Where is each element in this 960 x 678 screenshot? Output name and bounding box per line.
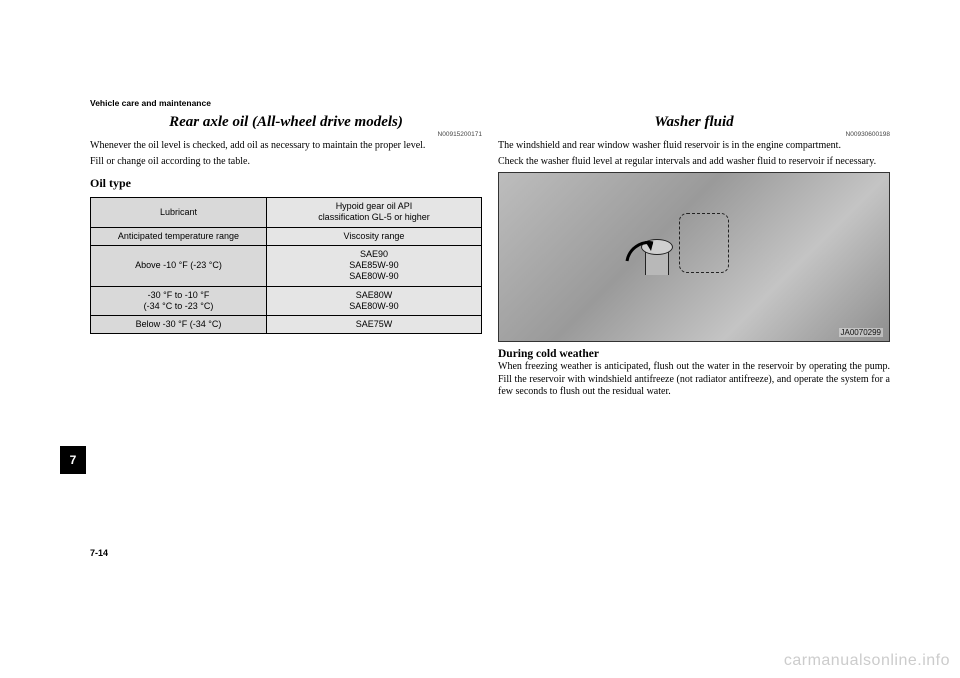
table-row: Above -10 °F (-23 °C) SAE90SAE85W-90SAE8… (91, 245, 482, 286)
cold-weather-heading: During cold weather (498, 348, 890, 360)
arrow-icon (619, 235, 663, 279)
table-cell: Anticipated temperature range (91, 227, 267, 245)
image-code: JA0070299 (839, 328, 883, 337)
right-para-3: When freezing weather is anticipated, fl… (498, 361, 890, 399)
right-column: Washer fluid N00930600198 The windshield… (498, 114, 890, 402)
table-cell: SAE80WSAE80W-90 (266, 286, 481, 316)
table-cell: Lubricant (91, 198, 267, 228)
oil-type-table: Lubricant Hypoid gear oil APIclassificat… (90, 197, 482, 334)
right-para-2: Check the washer fluid level at regular … (498, 156, 890, 169)
left-para-2: Fill or change oil according to the tabl… (90, 156, 482, 169)
table-cell: Viscosity range (266, 227, 481, 245)
doc-id-right: N00930600198 (498, 131, 890, 138)
table-row: Lubricant Hypoid gear oil APIclassificat… (91, 198, 482, 228)
left-para-1: Whenever the oil level is checked, add o… (90, 140, 482, 153)
table-cell: Hypoid gear oil APIclassification GL-5 o… (266, 198, 481, 228)
table-cell: Above -10 °F (-23 °C) (91, 245, 267, 286)
reservoir-dashed-outline (679, 213, 729, 273)
doc-id-left: N00915200171 (90, 131, 482, 138)
table-row: Below -30 °F (-34 °C) SAE75W (91, 316, 482, 334)
table-cell: SAE90SAE85W-90SAE80W-90 (266, 245, 481, 286)
table-row: Anticipated temperature range Viscosity … (91, 227, 482, 245)
table-cell: Below -30 °F (-34 °C) (91, 316, 267, 334)
page-header: Vehicle care and maintenance (90, 98, 900, 108)
table-cell: -30 °F to -10 °F(-34 °C to -23 °C) (91, 286, 267, 316)
section-title-washer-fluid: Washer fluid (498, 114, 890, 131)
page-number: 7-14 (90, 548, 108, 558)
table-row: -30 °F to -10 °F(-34 °C to -23 °C) SAE80… (91, 286, 482, 316)
section-title-rear-axle: Rear axle oil (All-wheel drive models) (90, 114, 482, 131)
left-column: Rear axle oil (All-wheel drive models) N… (90, 114, 482, 402)
engine-compartment-image: JA0070299 (498, 172, 890, 342)
chapter-tab: 7 (60, 446, 86, 474)
table-cell: SAE75W (266, 316, 481, 334)
right-para-1: The windshield and rear window washer fl… (498, 140, 890, 153)
oil-type-heading: Oil type (90, 176, 482, 191)
watermark: carmanualsonline.info (784, 652, 950, 670)
